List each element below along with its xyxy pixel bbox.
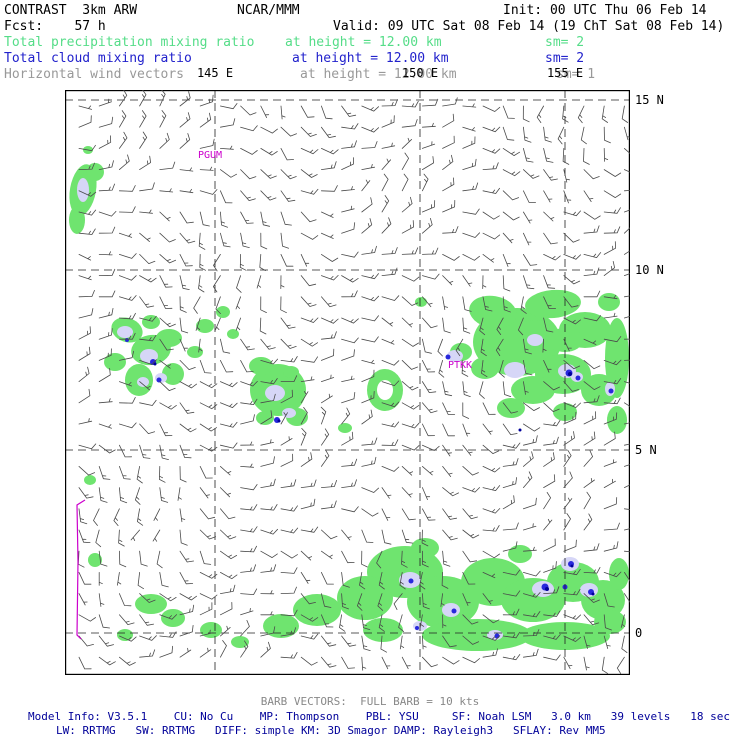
heavy-precip-dot — [575, 375, 581, 381]
x-axis-label: 145 E — [196, 66, 234, 80]
precip-area — [469, 295, 517, 329]
y-axis-label: 15 N — [635, 93, 664, 107]
precip-area — [231, 636, 249, 648]
precip-area — [69, 206, 85, 234]
precip-area — [88, 553, 102, 567]
precip-area — [594, 610, 626, 634]
cloud-area — [442, 603, 460, 617]
field-precip-label: Total precipitation mixing ratio — [4, 35, 255, 50]
cloud-area — [117, 326, 133, 338]
cloud-area — [527, 334, 543, 346]
precip-area — [156, 329, 182, 347]
field-precip-smooth: sm= 2 — [545, 35, 585, 50]
max-precip-dot — [570, 564, 574, 568]
heavy-precip-dot — [445, 354, 451, 360]
field-cloud-height: at height = 12.00 km — [292, 51, 449, 66]
cloud-area — [137, 377, 149, 387]
precip-area — [598, 293, 620, 311]
precip-area — [104, 353, 126, 371]
precip-area — [411, 538, 439, 558]
center-title: NCAR/MMM — [237, 3, 300, 18]
precip-area — [135, 594, 167, 614]
heavy-precip-dot — [125, 338, 129, 342]
wind-barbs — [77, 90, 630, 674]
precip-area — [283, 366, 299, 378]
field-cloud-smooth: sm= 2 — [545, 51, 585, 66]
station-label-pgum: PGUM — [198, 150, 222, 161]
max-precip-dot — [568, 372, 572, 376]
heavy-precip-dot — [408, 578, 414, 584]
precip-area — [293, 594, 341, 626]
y-axis-label: 10 N — [635, 263, 664, 277]
map-canvas: PGUM PTKK — [65, 90, 630, 675]
heavy-precip-dot — [415, 626, 419, 630]
heavy-precip-dot — [494, 633, 500, 639]
precip-area — [337, 576, 393, 620]
forecast-hour: Fcst: 57 h — [4, 19, 106, 34]
map-plot: PGUM PTKK — [65, 90, 630, 675]
precip-area — [216, 306, 230, 318]
heavy-precip-dot — [451, 608, 457, 614]
valid-time: Valid: 09 UTC Sat 08 Feb 14 (19 ChT Sat … — [333, 19, 725, 34]
cloud-area — [447, 350, 463, 362]
y-axis-label: 0 — [635, 626, 643, 640]
precip-area — [162, 363, 184, 385]
precip-area — [142, 315, 160, 329]
cloud-area — [77, 178, 89, 202]
precip-area — [415, 297, 427, 307]
model-info-line1: Model Info: V3.5.1 CU: No Cu MP: Thompso… — [28, 710, 730, 723]
x-axis-label: 155 E — [546, 66, 584, 80]
precip-area — [117, 629, 133, 641]
precip-area — [508, 545, 532, 563]
cloud-area — [265, 385, 285, 401]
precip-area — [422, 619, 532, 651]
map-boundary-line — [76, 499, 86, 640]
x-axis-label: 150 E — [401, 66, 439, 80]
precip-area — [263, 614, 299, 638]
field-wind-smooth: sm= 1 — [556, 67, 596, 82]
station-label-ptkk: PTKK — [448, 360, 472, 371]
precip-area — [605, 318, 629, 398]
precip-area — [249, 357, 273, 375]
precip-area — [84, 475, 96, 485]
precip-area — [187, 346, 203, 358]
precip-area — [86, 163, 104, 181]
precip-area — [196, 319, 214, 333]
field-cloud-label: Total cloud mixing ratio — [4, 51, 192, 66]
max-precip-dot — [518, 428, 522, 432]
precip-area — [607, 406, 627, 434]
precip-ring-hole — [377, 380, 393, 400]
precip-area — [338, 423, 352, 433]
max-precip-dot — [545, 587, 549, 591]
precip-area — [525, 289, 581, 319]
field-wind-label: Horizontal wind vectors — [4, 67, 185, 82]
precip-area — [471, 357, 499, 379]
map-border — [65, 90, 630, 675]
barb-legend: BARB VECTORS: FULL BARB = 10 kts — [260, 695, 480, 708]
max-precip-dot — [277, 419, 281, 423]
precip-area — [519, 320, 551, 340]
max-precip-dot — [153, 362, 157, 366]
heavy-precip-dot — [156, 377, 162, 383]
model-info-line2: LW: RRTMG SW: RRTMG DIFF: simple KM: 3D … — [56, 724, 606, 737]
precip-area — [553, 403, 577, 421]
max-precip-dot — [591, 592, 595, 596]
precip-area — [227, 329, 239, 339]
model-title: CONTRAST 3km ARW — [4, 3, 138, 18]
cloud-area — [504, 362, 526, 378]
precip-area — [511, 376, 555, 404]
field-precip-height: at height = 12.00 km — [285, 35, 442, 50]
field-wind-height: at height = 12.00 km — [300, 67, 457, 82]
heavy-precip-dot — [608, 388, 614, 394]
init-time: Init: 00 UTC Thu 06 Feb 14 — [503, 3, 707, 18]
precip-area — [200, 622, 222, 638]
precip-area — [256, 411, 274, 425]
y-axis-label: 5 N — [635, 443, 657, 457]
precip-area — [497, 398, 525, 418]
